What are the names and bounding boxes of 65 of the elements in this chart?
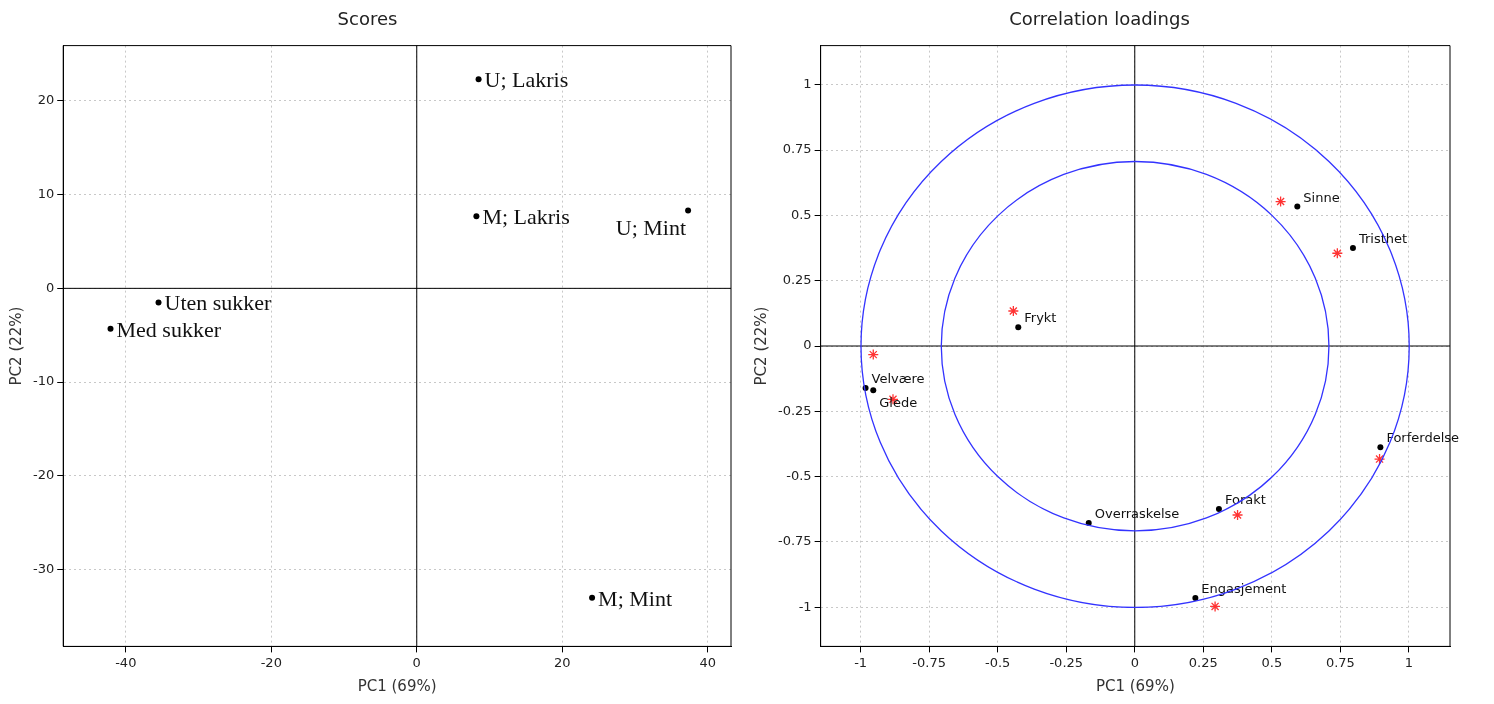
point (1215, 506, 1222, 512)
point (473, 213, 480, 220)
point (1349, 245, 1356, 252)
point (867, 348, 879, 361)
annotation: Sinne (1303, 189, 1340, 205)
y-tick-label: 20 (37, 92, 55, 108)
x-tick-label: -0.75 (912, 654, 947, 670)
point (1015, 324, 1022, 331)
chart-title: Correlation loadings (1009, 8, 1190, 30)
point (589, 594, 596, 601)
y-axis-title: PC2 (22%) (751, 306, 770, 386)
x-tick-label: -20 (260, 654, 282, 670)
x-tick-label: 0 (1130, 654, 1139, 670)
point (475, 76, 482, 83)
y-tick-label: -30 (33, 560, 55, 576)
y-tick-label: 0 (45, 279, 55, 295)
x-tick-label: 20 (553, 654, 571, 670)
annotation: U; Mint (615, 214, 687, 240)
point (1373, 453, 1386, 465)
y-tick-label: -1 (798, 598, 812, 614)
y-tick-label: 0.75 (782, 141, 812, 157)
y-tick-label: 1 (803, 76, 812, 92)
y-tick-label: -0.75 (778, 533, 812, 549)
annotation: U; Lakris (484, 67, 569, 93)
y-tick-label: -0.25 (778, 402, 812, 418)
y-tick-label: -0.5 (786, 467, 812, 483)
point (155, 299, 162, 306)
x-tick-label: -1 (854, 654, 868, 670)
y-axis-title: PC2 (22%) (6, 306, 25, 386)
x-tick-label: 0.25 (1188, 654, 1218, 670)
point (1274, 195, 1287, 208)
annotation: Uten sukker (164, 290, 273, 316)
y-tick-label: 10 (37, 186, 55, 201)
x-tick-label: 1 (1404, 654, 1414, 670)
y-tick-label: -10 (33, 373, 55, 389)
chart-title: Scores (337, 8, 398, 30)
annotation: M; Lakris (482, 204, 570, 230)
y-tick-label: 0.5 (790, 206, 812, 222)
point (870, 387, 877, 394)
x-tick-label: 0 (412, 654, 421, 670)
annotation: Med sukker (116, 316, 222, 342)
point (1231, 509, 1244, 521)
annotation: M; Mint (598, 585, 673, 611)
x-tick-label: 0.5 (1261, 654, 1283, 670)
x-tick-label: -0.25 (1049, 654, 1084, 670)
x-axis-title: PC1 (69%) (1095, 676, 1175, 695)
x-tick-label: 40 (699, 654, 716, 670)
y-tick-label: -20 (33, 467, 55, 483)
x-tick-label: 0.75 (1325, 654, 1355, 670)
point (1007, 305, 1019, 317)
point (1377, 444, 1384, 451)
point (1192, 595, 1199, 602)
annotation: Frykt (1024, 310, 1057, 326)
y-tick-label: 0 (803, 337, 812, 353)
y-tick-label: 0.25 (782, 272, 812, 288)
x-tick-label: -0.5 (985, 654, 1011, 670)
x-axis-title: PC1 (69%) (357, 676, 437, 695)
annotation: Glede (879, 395, 918, 411)
point (1331, 247, 1343, 259)
point (1209, 600, 1221, 613)
annotation: Velvære (871, 371, 925, 387)
point (1294, 203, 1301, 210)
x-tick-label: -40 (115, 654, 137, 670)
point (685, 207, 692, 214)
point (107, 325, 114, 332)
